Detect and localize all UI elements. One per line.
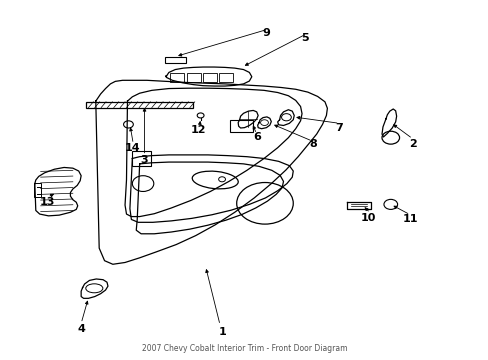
Bar <box>186 73 200 82</box>
Bar <box>34 183 41 197</box>
Text: 9: 9 <box>262 28 270 38</box>
Bar <box>164 57 186 63</box>
Text: 6: 6 <box>252 132 260 142</box>
Bar <box>170 73 183 82</box>
Text: 14: 14 <box>124 143 140 153</box>
Bar <box>132 150 151 166</box>
Text: 11: 11 <box>402 215 417 224</box>
Bar <box>229 120 253 132</box>
Bar <box>203 73 216 82</box>
Text: 8: 8 <box>308 139 316 149</box>
Text: 10: 10 <box>361 213 376 222</box>
Text: 7: 7 <box>335 123 343 133</box>
Text: 1: 1 <box>218 327 226 337</box>
Text: 12: 12 <box>190 125 205 135</box>
Bar <box>219 73 232 82</box>
Text: 13: 13 <box>39 197 55 207</box>
Text: 2: 2 <box>408 139 416 149</box>
Text: 5: 5 <box>301 33 308 43</box>
Text: 3: 3 <box>141 155 148 165</box>
Text: 2007 Chevy Cobalt Interior Trim - Front Door Diagram: 2007 Chevy Cobalt Interior Trim - Front … <box>142 344 346 353</box>
Text: 4: 4 <box>77 324 85 334</box>
Bar <box>86 102 193 108</box>
